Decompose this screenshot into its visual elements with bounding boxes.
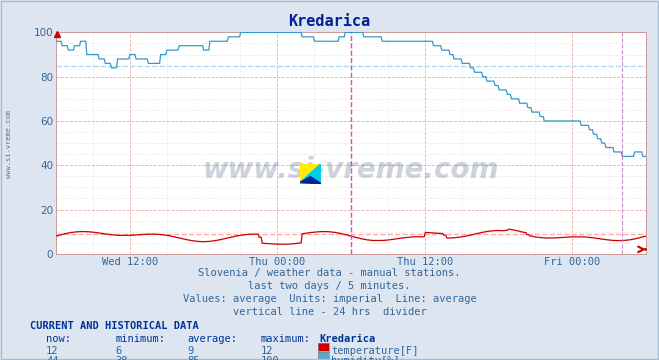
Text: Kredarica: Kredarica (289, 14, 370, 30)
Polygon shape (300, 164, 321, 184)
Text: vertical line - 24 hrs  divider: vertical line - 24 hrs divider (233, 307, 426, 317)
Text: humidity[%]: humidity[%] (331, 356, 400, 360)
Text: Slovenia / weather data - manual stations.: Slovenia / weather data - manual station… (198, 268, 461, 278)
Text: 12: 12 (260, 346, 273, 356)
Text: 9: 9 (188, 346, 194, 356)
Text: 38: 38 (115, 356, 128, 360)
Text: 12: 12 (46, 346, 59, 356)
Text: minimum:: minimum: (115, 334, 165, 344)
Text: www.si-vreme.com: www.si-vreme.com (203, 156, 499, 184)
Text: average:: average: (188, 334, 238, 344)
Text: 6: 6 (115, 346, 121, 356)
Text: www.si-vreme.com: www.si-vreme.com (5, 110, 12, 178)
Text: CURRENT AND HISTORICAL DATA: CURRENT AND HISTORICAL DATA (30, 321, 198, 331)
Polygon shape (300, 164, 321, 183)
Text: Values: average  Units: imperial  Line: average: Values: average Units: imperial Line: av… (183, 294, 476, 304)
Text: 85: 85 (188, 356, 200, 360)
Text: 44: 44 (46, 356, 59, 360)
Text: maximum:: maximum: (260, 334, 310, 344)
Text: temperature[F]: temperature[F] (331, 346, 419, 356)
Polygon shape (300, 177, 321, 184)
Text: 100: 100 (260, 356, 279, 360)
Text: last two days / 5 minutes.: last two days / 5 minutes. (248, 281, 411, 291)
Text: Kredarica: Kredarica (320, 334, 376, 344)
Text: now:: now: (46, 334, 71, 344)
